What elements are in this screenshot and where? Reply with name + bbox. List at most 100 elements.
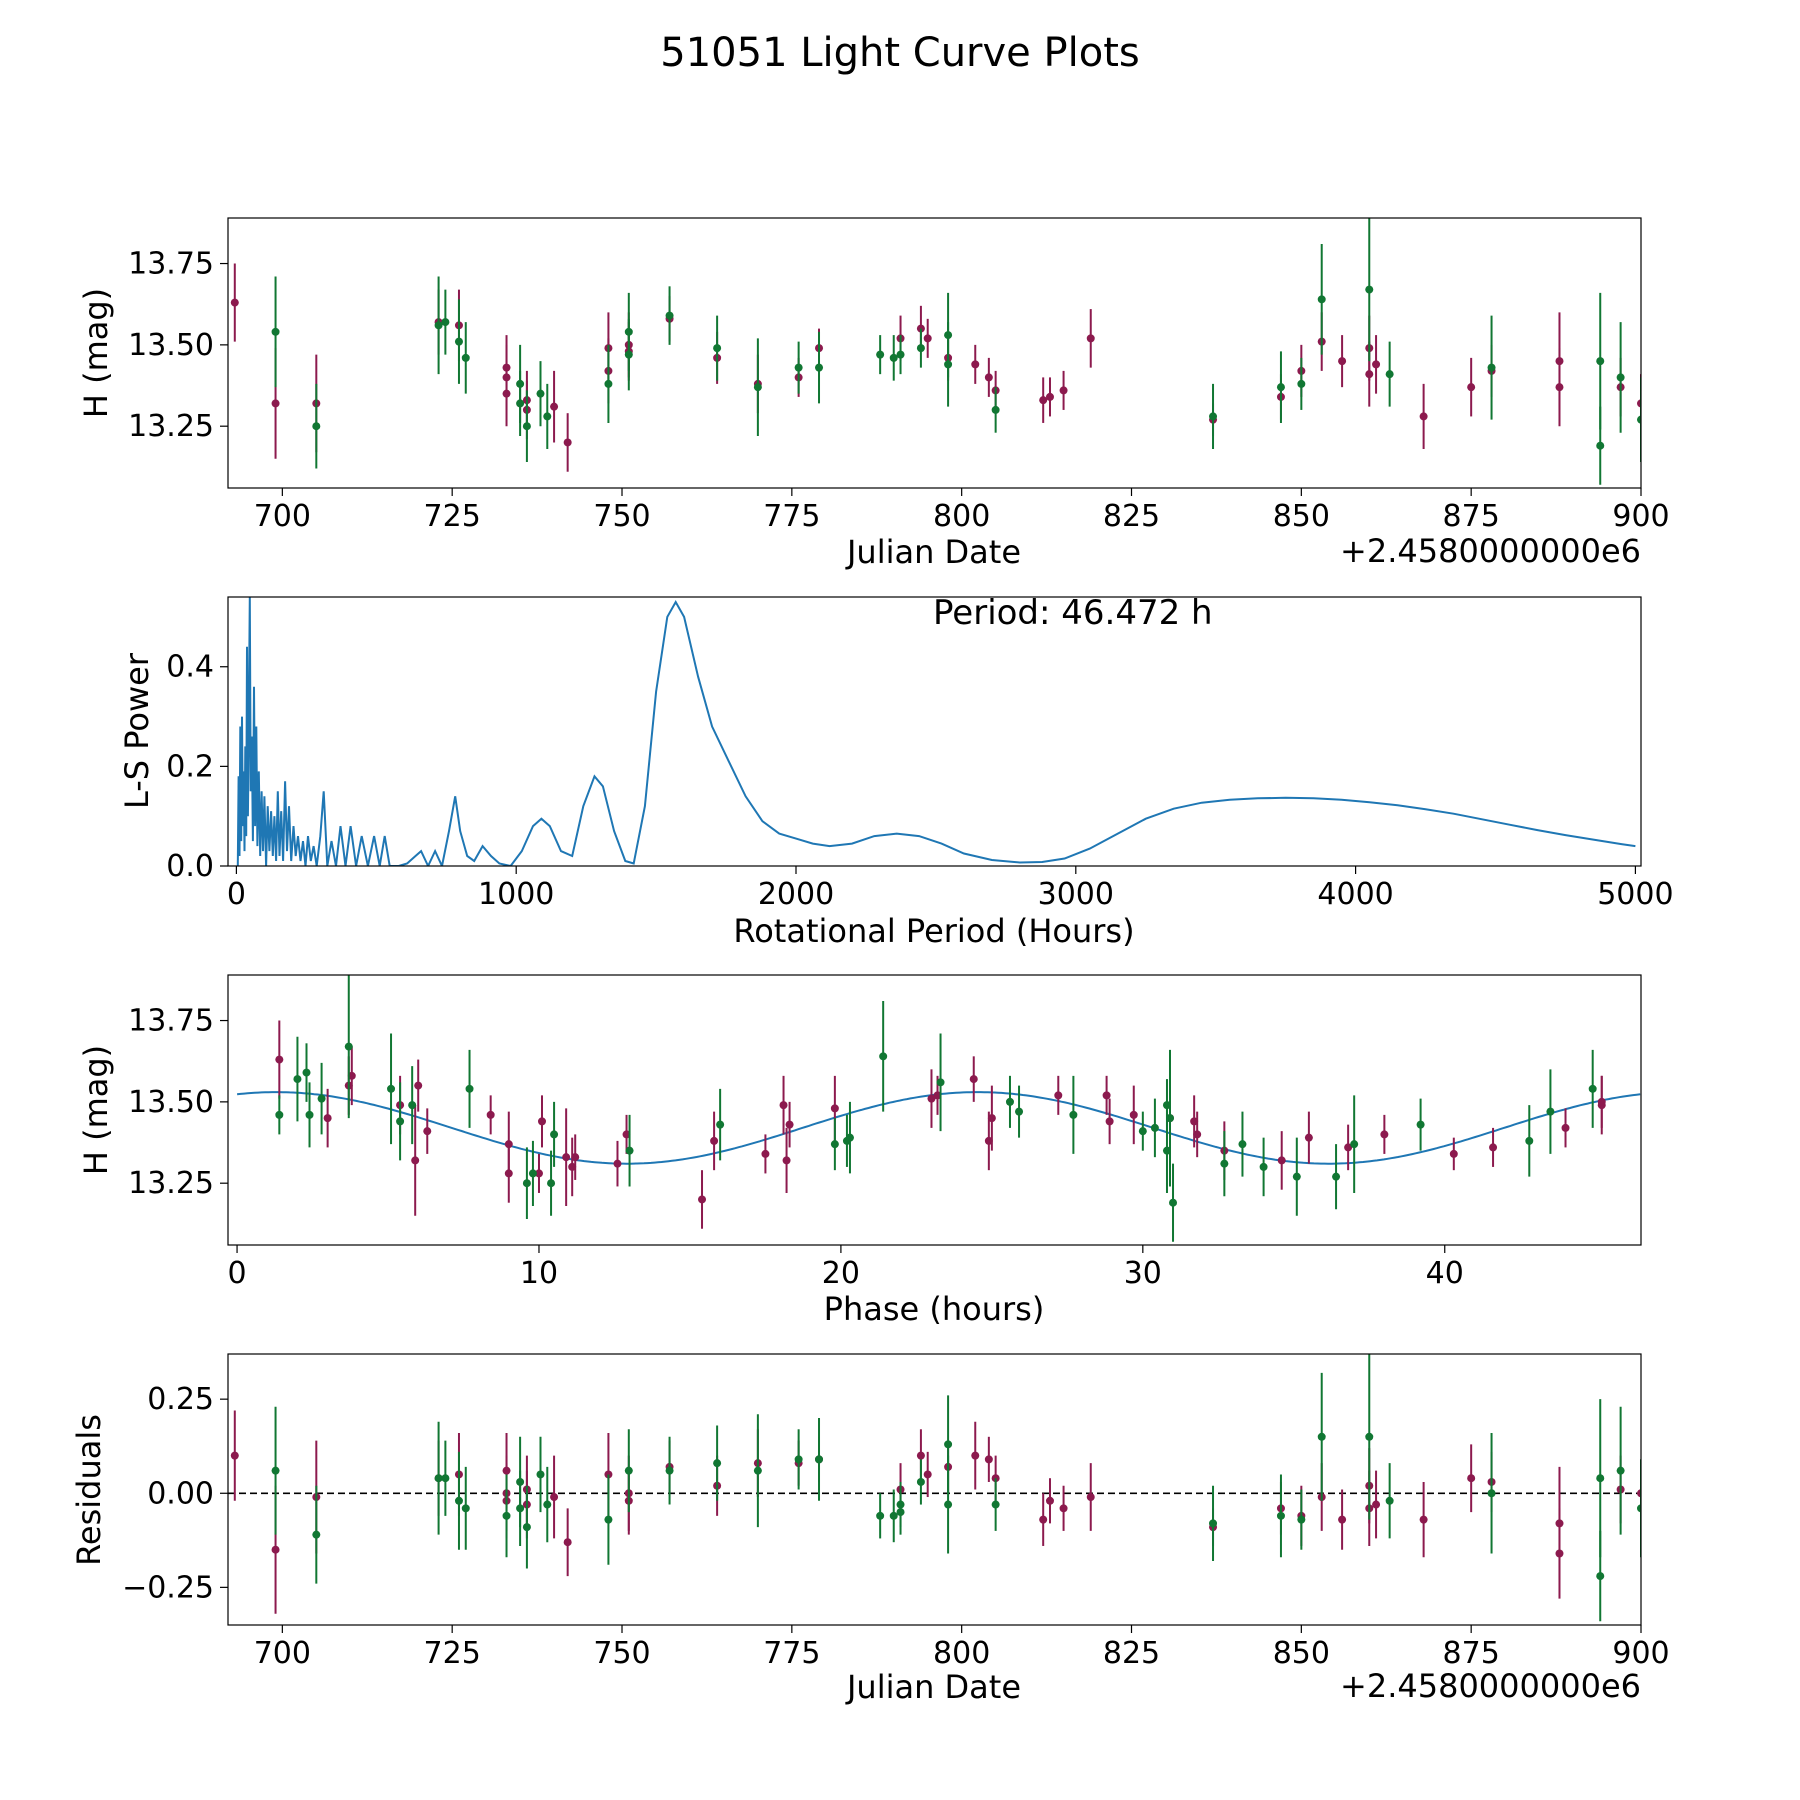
lightcurve-green-point xyxy=(991,405,1000,414)
residuals-green-point xyxy=(1209,1519,1218,1528)
phased-magenta-point xyxy=(1380,1130,1389,1139)
lightcurve-magenta-point xyxy=(271,399,280,408)
lightcurve-green-point xyxy=(753,383,762,392)
lightcurve-green-point xyxy=(522,422,531,431)
lightcurve-panel: 700 725 750 775 800 825 850 875 900 13.25 13.50 13.… xyxy=(77,217,1670,571)
residuals-green-point xyxy=(441,1474,450,1483)
phased-green-point xyxy=(1292,1172,1301,1181)
lightcurve-ytick-label: 13.50 xyxy=(128,328,214,363)
lightcurve-magenta-point xyxy=(1555,383,1564,392)
residuals-magenta-point xyxy=(1555,1549,1564,1558)
phased-magenta-point xyxy=(830,1104,839,1113)
phased-green-point xyxy=(547,1179,556,1188)
residuals-magenta-point xyxy=(916,1451,925,1460)
residuals-xtick-label: 900 xyxy=(1612,1636,1669,1671)
phased-ytick-label: 13.25 xyxy=(128,1166,214,1201)
periodogram-ylabel: L-S Power xyxy=(118,652,156,809)
lightcurve-green-point xyxy=(1385,370,1394,379)
lightcurve-xtick-label: 775 xyxy=(763,499,820,534)
phased-magenta-point xyxy=(984,1136,993,1145)
residuals-magenta-point xyxy=(550,1493,559,1502)
residuals-magenta-point xyxy=(1039,1515,1048,1524)
residuals-green-point xyxy=(1297,1515,1306,1524)
residuals-ytick-label: 0.00 xyxy=(147,1476,214,1511)
residuals-green-point xyxy=(944,1440,953,1449)
phased-green-point xyxy=(1162,1146,1171,1155)
lightcurve-magenta-point xyxy=(502,373,511,382)
figure-title: 51051 Light Curve Plots xyxy=(660,30,1139,76)
periodogram-line xyxy=(236,597,1636,866)
lightcurve-green-point xyxy=(944,360,953,369)
phased-green-point xyxy=(293,1075,302,1084)
residuals-magenta-point xyxy=(1045,1496,1054,1505)
lightcurve-green-point xyxy=(1317,295,1326,304)
phased-green-point xyxy=(936,1078,945,1087)
lightcurve-green-point xyxy=(1276,383,1285,392)
residuals-magenta-point xyxy=(1372,1500,1381,1509)
phased-green-point xyxy=(1166,1114,1174,1123)
phased-magenta-point xyxy=(1597,1097,1606,1106)
phased-magenta-point xyxy=(562,1153,571,1162)
residuals-green-point xyxy=(543,1500,552,1509)
lightcurve-magenta-point xyxy=(1419,412,1428,421)
phased-xtick-label: 10 xyxy=(520,1256,558,1291)
lightcurve-xtick-label: 900 xyxy=(1612,499,1669,534)
phased-green-point xyxy=(1138,1127,1147,1136)
lightcurve-green-point xyxy=(815,363,824,372)
phased-magenta-point xyxy=(622,1130,631,1139)
phased-magenta-point xyxy=(927,1094,936,1103)
phased-green-point xyxy=(1150,1123,1159,1132)
phased-green-point xyxy=(522,1179,531,1188)
lightcurve-green-point xyxy=(312,422,321,431)
periodogram-ytick-label: 0.0 xyxy=(166,849,214,884)
phased-magenta-point xyxy=(1449,1149,1458,1158)
lightcurve-axes xyxy=(227,217,1642,489)
residuals-xtick-label: 775 xyxy=(763,1636,820,1671)
lightcurve-magenta-point xyxy=(1086,334,1095,343)
residuals-magenta-point xyxy=(923,1470,932,1479)
phased-xtick-label: 40 xyxy=(1426,1256,1464,1291)
lightcurve-magenta-point xyxy=(1372,360,1381,369)
residuals-panel: 700 725 750 775 800 825 850 875 900 −0.25 0.00 0.25… xyxy=(70,1353,1670,1706)
lightcurve-xtick-label: 750 xyxy=(593,499,650,534)
phased-green-point xyxy=(1069,1110,1078,1119)
residuals-green-point xyxy=(1616,1466,1625,1475)
phased-green-point xyxy=(879,1052,888,1061)
residuals-magenta-point xyxy=(271,1545,280,1554)
lightcurve-green-point xyxy=(271,327,280,336)
residuals-green-point xyxy=(876,1511,885,1520)
phased-magenta-point xyxy=(779,1101,788,1110)
lightcurve-offset-label: +2.4580000000e6 xyxy=(1340,532,1641,570)
phased-magenta-point xyxy=(411,1156,420,1165)
periodogram-ytick-label: 0.4 xyxy=(166,650,214,685)
residuals-green-point xyxy=(434,1474,443,1483)
phased-magenta-point xyxy=(613,1159,622,1168)
lightcurve-green-point xyxy=(1616,373,1625,382)
residuals-green-point xyxy=(271,1466,280,1475)
phased-green-point xyxy=(1588,1084,1597,1093)
residuals-magenta-point xyxy=(1419,1515,1428,1524)
lightcurve-green-point xyxy=(1596,357,1605,366)
periodogram-xtick-label: 3000 xyxy=(1038,877,1114,912)
phased-green-point xyxy=(1259,1162,1268,1171)
phased-ylabel: H (mag) xyxy=(77,1045,115,1175)
residuals-xtick-label: 750 xyxy=(593,1636,650,1671)
residuals-green-point xyxy=(889,1511,898,1520)
residuals-ylabel: Residuals xyxy=(70,1414,108,1566)
phased-green-point xyxy=(275,1110,284,1119)
residuals-green-point xyxy=(665,1466,674,1475)
residuals-green-point xyxy=(1596,1572,1605,1581)
phased-green-point xyxy=(1332,1172,1341,1181)
model-curve xyxy=(236,1091,1641,1165)
lightcurve-green-point xyxy=(1365,285,1374,294)
phased-magenta-point xyxy=(785,1120,794,1129)
lightcurve-magenta-point xyxy=(550,402,559,411)
residuals-green-point xyxy=(794,1455,803,1464)
phased-magenta-point xyxy=(710,1136,719,1145)
periodogram-xtick-label: 1000 xyxy=(478,877,554,912)
lightcurve-green-point xyxy=(1637,415,1641,424)
lightcurve-ytick-label: 13.75 xyxy=(128,247,214,282)
phased-green-point xyxy=(387,1084,396,1093)
periodogram-xtick-label: 5000 xyxy=(1597,877,1673,912)
